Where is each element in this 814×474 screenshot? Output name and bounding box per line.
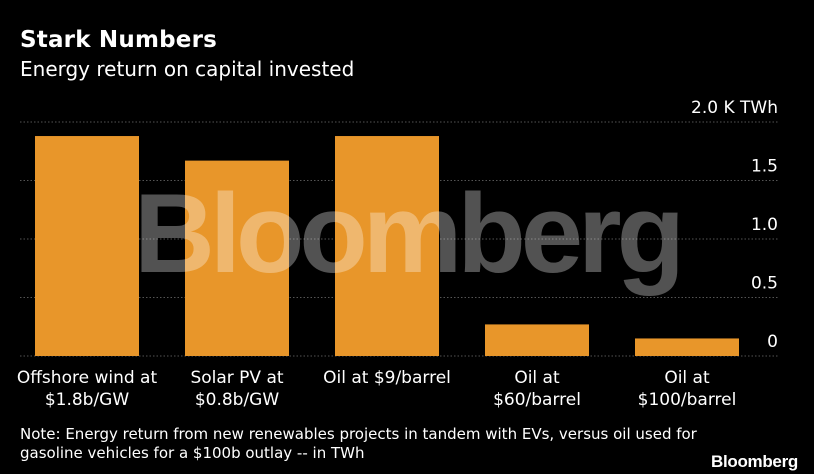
chart-title: Stark Numbers [20,27,218,53]
bar [485,324,589,356]
y-tick-label: 1.0 [751,215,778,235]
bar [35,136,139,356]
chart-subtitle: Energy return on capital invested [20,57,355,81]
brand-logo: Bloomberg [710,452,798,471]
x-tick-label: Oil at $100/barrel [638,368,737,410]
y-tick-label: 2.0 K TWh [691,98,778,118]
x-tick-label: Oil at $9/barrel [323,368,451,388]
chart-note: Note: Energy return from new renewables … [20,425,697,462]
bar [635,338,739,356]
x-tick-label: Oil at $60/barrel [493,368,581,410]
bar-chart: Bloomberg 0 0.5 1.0 1.5 2.0 K TWh Offshore w… [17,98,778,410]
y-tick-label: 0 [767,332,778,352]
watermark-logo: Bloomberg [134,171,680,296]
bar [185,160,289,356]
bar [335,136,439,356]
x-tick-label: Offshore wind at $1.8b/GW [17,368,158,410]
y-tick-label: 1.5 [751,157,778,177]
x-tick-label: Solar PV at $0.8b/GW [190,368,283,410]
y-tick-label: 0.5 [751,274,778,294]
